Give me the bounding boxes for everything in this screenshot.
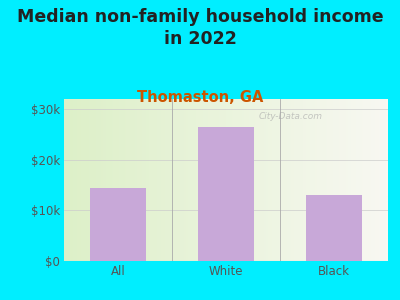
Bar (198, 127, 254, 261)
Bar (90, 188, 146, 261)
Text: City-Data.com: City-Data.com (259, 112, 323, 121)
Text: Thomaston, GA: Thomaston, GA (137, 90, 263, 105)
Text: Median non-family household income
in 2022: Median non-family household income in 20… (17, 8, 383, 48)
Bar (306, 195, 362, 261)
